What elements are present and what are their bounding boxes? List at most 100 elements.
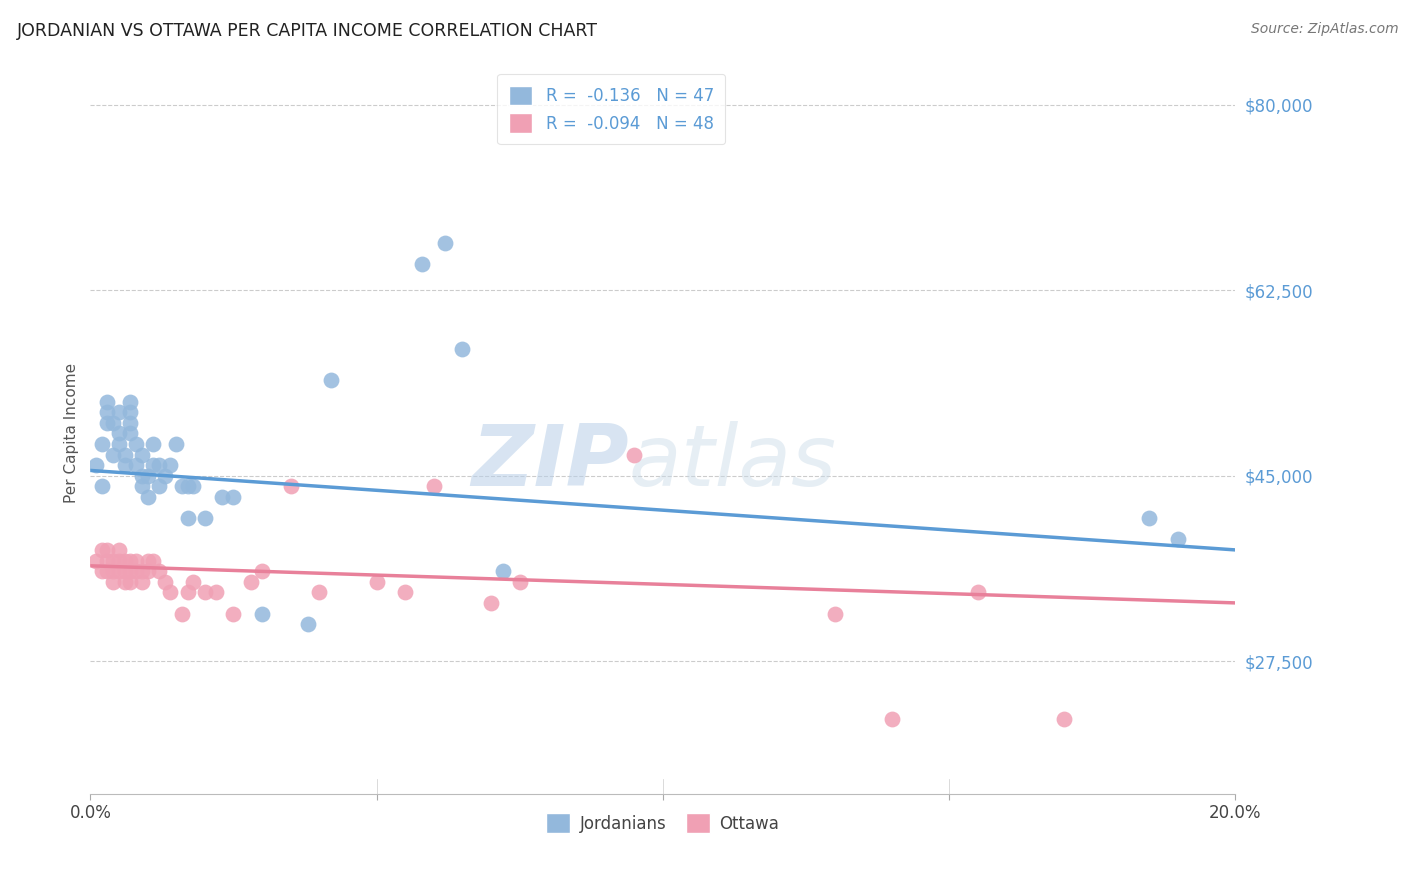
Point: [159, 585, 181, 599]
Point: [170, 607, 193, 621]
Point: [434, 235, 457, 250]
Point: [108, 553, 131, 567]
Text: atlas: atlas: [628, 421, 837, 504]
Point: [131, 564, 153, 578]
Point: [319, 373, 342, 387]
Point: [103, 574, 125, 589]
Point: [84, 458, 107, 472]
Point: [84, 553, 107, 567]
Point: [96, 564, 118, 578]
Point: [451, 342, 474, 356]
Point: [90, 479, 112, 493]
Point: [153, 574, 176, 589]
Point: [136, 468, 159, 483]
Point: [142, 458, 165, 472]
Point: [239, 574, 262, 589]
Point: [148, 564, 170, 578]
Point: [125, 564, 148, 578]
Point: [136, 564, 159, 578]
Point: [411, 257, 433, 271]
Point: [96, 542, 118, 557]
Point: [479, 596, 502, 610]
Point: [159, 458, 181, 472]
Point: [120, 553, 142, 567]
Point: [148, 458, 170, 472]
Point: [120, 426, 142, 441]
Point: [96, 394, 118, 409]
Point: [423, 479, 446, 493]
Point: [183, 574, 205, 589]
Point: [966, 585, 988, 599]
Point: [90, 437, 112, 451]
Point: [120, 405, 142, 419]
Point: [165, 437, 187, 451]
Point: [131, 448, 153, 462]
Point: [623, 448, 645, 462]
Point: [205, 585, 228, 599]
Point: [491, 564, 513, 578]
Y-axis label: Per Capita Income: Per Capita Income: [65, 363, 79, 503]
Point: [108, 426, 131, 441]
Point: [250, 607, 273, 621]
Point: [280, 479, 302, 493]
Point: [250, 564, 273, 578]
Point: [176, 585, 198, 599]
Point: [222, 490, 245, 504]
Point: [103, 553, 125, 567]
Point: [96, 416, 118, 430]
Point: [114, 448, 136, 462]
Point: [120, 574, 142, 589]
Point: [194, 585, 217, 599]
Point: [108, 437, 131, 451]
Point: [108, 542, 131, 557]
Point: [120, 564, 142, 578]
Point: [394, 585, 416, 599]
Point: [90, 564, 112, 578]
Point: [170, 479, 193, 493]
Point: [1167, 533, 1189, 547]
Point: [136, 490, 159, 504]
Text: Source: ZipAtlas.com: Source: ZipAtlas.com: [1251, 22, 1399, 37]
Point: [108, 405, 131, 419]
Legend: Jordanians, Ottawa: Jordanians, Ottawa: [540, 807, 786, 839]
Point: [114, 564, 136, 578]
Point: [114, 458, 136, 472]
Point: [153, 468, 176, 483]
Point: [509, 574, 531, 589]
Point: [148, 479, 170, 493]
Point: [176, 511, 198, 525]
Point: [136, 553, 159, 567]
Point: [96, 405, 118, 419]
Point: [96, 553, 118, 567]
Point: [131, 468, 153, 483]
Point: [114, 553, 136, 567]
Point: [308, 585, 330, 599]
Point: [120, 416, 142, 430]
Point: [125, 458, 148, 472]
Point: [211, 490, 233, 504]
Point: [125, 553, 148, 567]
Point: [1052, 713, 1074, 727]
Point: [880, 713, 903, 727]
Point: [131, 574, 153, 589]
Point: [142, 437, 165, 451]
Point: [1139, 511, 1161, 525]
Text: ZIP: ZIP: [471, 421, 628, 504]
Point: [120, 394, 142, 409]
Point: [194, 511, 217, 525]
Point: [103, 416, 125, 430]
Point: [824, 607, 846, 621]
Point: [222, 607, 245, 621]
Point: [103, 448, 125, 462]
Point: [108, 564, 131, 578]
Point: [183, 479, 205, 493]
Point: [142, 553, 165, 567]
Point: [131, 479, 153, 493]
Point: [103, 564, 125, 578]
Point: [114, 574, 136, 589]
Text: JORDANIAN VS OTTAWA PER CAPITA INCOME CORRELATION CHART: JORDANIAN VS OTTAWA PER CAPITA INCOME CO…: [17, 22, 598, 40]
Point: [297, 617, 319, 632]
Point: [176, 479, 198, 493]
Point: [366, 574, 388, 589]
Point: [125, 437, 148, 451]
